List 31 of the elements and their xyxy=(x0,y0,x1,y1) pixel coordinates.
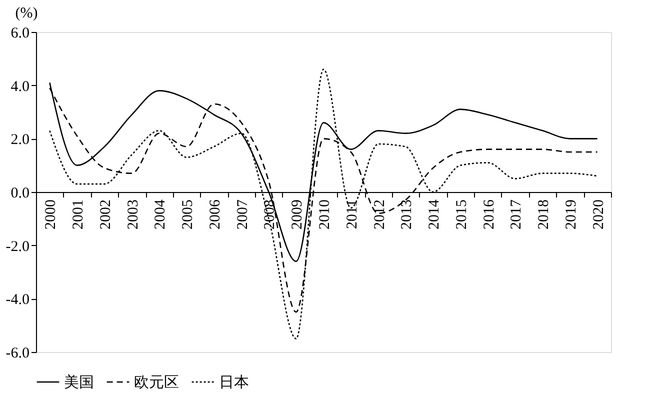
x-tick-label: 2014 xyxy=(426,199,443,230)
x-tick-label: 2007 xyxy=(234,199,251,230)
y-tick-label: -4.0 xyxy=(6,292,30,308)
x-tick-label: 2000 xyxy=(43,200,60,230)
y-tick-label: 2.0 xyxy=(10,132,30,148)
x-tick-label: 2006 xyxy=(207,199,224,230)
x-tick-label: 2018 xyxy=(536,200,552,230)
x-tick-label: 2003 xyxy=(125,200,142,230)
y-tick-label: 4.0 xyxy=(10,78,30,95)
legend-label: 日本 xyxy=(219,374,249,391)
y-axis-title: (%) xyxy=(15,6,38,22)
y-tick-label: -6.0 xyxy=(6,346,30,362)
x-tick-label: 2019 xyxy=(563,200,580,230)
y-tick-label: 6.0 xyxy=(10,26,30,42)
x-tick-label: 2001 xyxy=(70,200,87,230)
x-tick-label: 2013 xyxy=(399,200,416,230)
x-tick-label: 2004 xyxy=(152,199,169,230)
x-tick-label: 2016 xyxy=(481,199,498,230)
x-tick-label: 2011 xyxy=(344,200,360,229)
legend-label: 欧元区 xyxy=(134,375,179,391)
y-tick-label: -2.0 xyxy=(6,238,30,255)
x-tick-label: 2009 xyxy=(290,200,306,230)
x-tick-label: 2020 xyxy=(590,200,607,230)
x-tick-label: 2015 xyxy=(454,200,470,230)
legend-label: 美国 xyxy=(64,374,94,391)
y-tick-label: 0.0 xyxy=(10,186,30,202)
x-tick-label: 2010 xyxy=(317,200,333,230)
x-tick-label: 2012 xyxy=(372,200,388,230)
x-tick-label: 2002 xyxy=(98,200,114,230)
x-tick-label: 2005 xyxy=(180,200,196,230)
x-tick-label: 2017 xyxy=(508,199,525,230)
